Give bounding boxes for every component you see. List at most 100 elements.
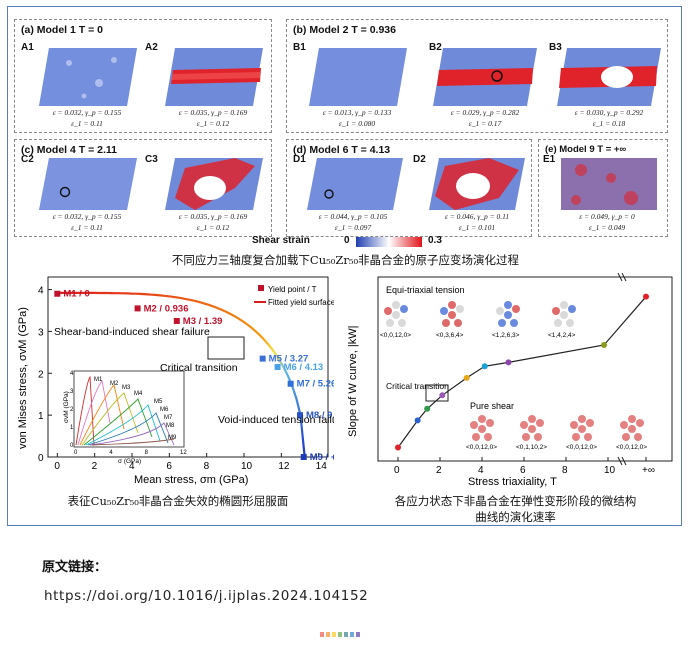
map-caption: ε_1 = 0.18 bbox=[592, 119, 626, 128]
atom-icon bbox=[486, 419, 494, 427]
decorative-dot bbox=[326, 632, 330, 637]
atom-icon bbox=[528, 425, 536, 433]
x-tick-label: 8 bbox=[204, 461, 210, 472]
atom-icon bbox=[392, 311, 400, 319]
data-point bbox=[439, 392, 446, 399]
colorbar-min: 0 bbox=[344, 235, 350, 246]
panel-e-title: (e) Model 9 T = +∞ bbox=[545, 144, 627, 155]
yield-point bbox=[134, 305, 141, 312]
data-point bbox=[395, 444, 401, 451]
annotation-critical: Critical transition bbox=[386, 381, 449, 391]
atom-icon bbox=[572, 433, 580, 441]
atom-icon bbox=[622, 433, 630, 441]
colorbar-max: 0.3 bbox=[428, 235, 442, 246]
x-tick-label: 4 bbox=[129, 461, 135, 472]
yield-point bbox=[259, 355, 266, 362]
decorative-dot bbox=[356, 632, 360, 637]
caption-right-2: 曲线的演化速率 bbox=[475, 510, 556, 524]
x-tick-label: 0 bbox=[54, 461, 60, 472]
map-label: E1 bbox=[543, 154, 556, 165]
x-tick-label: 0 bbox=[394, 465, 400, 476]
atom-icon bbox=[478, 415, 486, 423]
caption-left: 表征Cu₅₀Zr₅₀非晶合金失效的椭圆形屈服面 bbox=[67, 494, 289, 508]
x-tick-label: +∞ bbox=[642, 465, 655, 476]
strain-map-b1 bbox=[309, 48, 407, 106]
panel-c: (c) Model 4 T = 2.11 C2 ε = 0.032, γ_p =… bbox=[14, 139, 272, 237]
legend-yield-point: Yield point / T bbox=[268, 285, 317, 294]
atom-icon bbox=[392, 301, 400, 309]
atom-icon bbox=[636, 419, 644, 427]
inset-y-tick: 0 bbox=[70, 443, 74, 449]
data-point bbox=[424, 405, 431, 412]
yield-surface-chart: 0 2 4 6 8 10 12 14 0 1 2 3 4 M1 / 0 M2 / 0.936 M3 / 1.… bbox=[14, 273, 347, 489]
inset-label: M4 bbox=[134, 391, 143, 397]
map-caption: ε_1 = 0.17 bbox=[468, 119, 502, 128]
decorative-dot bbox=[332, 632, 336, 637]
map-caption: ε = 0.046, γ_p = 0.11 bbox=[444, 212, 510, 221]
atomic-cluster-icon bbox=[440, 301, 464, 327]
yield-point-label: M2 / 0.936 bbox=[144, 303, 189, 314]
yield-point-label: M7 / 5.26 bbox=[297, 379, 334, 390]
x-tick-label: 2 bbox=[436, 465, 442, 476]
x-tick-label: 14 bbox=[316, 461, 328, 472]
panel-b-title: (b) Model 2 T = 0.936 bbox=[293, 24, 396, 36]
map-caption: ε_1 = 0.11 bbox=[71, 223, 103, 232]
yield-point-label: M3 / 1.39 bbox=[183, 316, 223, 327]
colorbar-title: Shear strain bbox=[252, 235, 310, 246]
inset-y-tick: 3 bbox=[70, 389, 74, 395]
map-caption: ε = 0.013, γ_p = 0.133 bbox=[322, 108, 392, 117]
decorative-dot bbox=[350, 632, 354, 637]
atom-icon bbox=[534, 433, 542, 441]
atom-icon bbox=[566, 319, 574, 327]
yield-point bbox=[54, 290, 61, 297]
map-caption: ε_1 = 0.097 bbox=[334, 223, 372, 232]
slope-chart: 0 2 4 6 8 10 +∞ Equi-triaxial tension Critical… bbox=[342, 272, 678, 489]
panel-e: (e) Model 9 T = +∞ E1 ε = 0.049, γ_p = 0… bbox=[538, 139, 668, 237]
inset-y-tick: 2 bbox=[70, 407, 74, 413]
decorative-dot bbox=[344, 632, 348, 637]
y-tick-label: 0 bbox=[38, 453, 44, 464]
voronoi-index: <0,1,10,2> bbox=[516, 444, 547, 451]
atom-icon bbox=[442, 319, 450, 327]
caption-right-1: 各应力状态下非晶合金在弹性变形阶段的微结构 bbox=[394, 494, 637, 508]
voronoi-index: <1,2,6,3> bbox=[492, 332, 520, 339]
atom-icon bbox=[440, 307, 448, 315]
atomic-cluster-icon bbox=[384, 301, 408, 327]
yield-point bbox=[287, 380, 294, 387]
atom-icon bbox=[448, 311, 456, 319]
atomic-cluster-icon bbox=[496, 301, 520, 327]
reference-link[interactable]: https://doi.org/10.1016/j.ijplas.2024.10… bbox=[44, 588, 369, 604]
yield-point-label: M1 / 0 bbox=[63, 289, 89, 300]
panel-d-title: (d) Model 6 T = 4.13 bbox=[293, 144, 391, 156]
strain-map-b3 bbox=[557, 48, 661, 106]
atom-icon bbox=[448, 301, 456, 309]
atom-icon bbox=[560, 311, 568, 319]
atomic-cluster-icon bbox=[520, 415, 544, 441]
fitted-yield-surface bbox=[57, 291, 306, 458]
inset-label: M7 bbox=[164, 415, 173, 421]
atom-icon bbox=[570, 421, 578, 429]
map-caption: ε = 0.044, γ_p = 0.105 bbox=[318, 212, 388, 221]
map-label: B3 bbox=[549, 42, 562, 53]
data-point bbox=[643, 293, 649, 300]
map-label: B2 bbox=[429, 42, 442, 53]
decorative-dot bbox=[338, 632, 342, 637]
voronoi-index: <0,0,12,0> bbox=[616, 444, 647, 451]
voronoi-index: <0,3,6,4> bbox=[436, 332, 464, 339]
map-label: A1 bbox=[21, 42, 34, 53]
yield-point bbox=[297, 412, 303, 419]
y-axis-label: von Mises stress, σvM (GPa) bbox=[17, 307, 29, 449]
colorbar bbox=[356, 237, 422, 247]
yield-point bbox=[300, 454, 307, 460]
inset-xlabel: σ (GPa) bbox=[118, 458, 141, 465]
map-caption: ε_1 = 0.12 bbox=[196, 223, 230, 232]
yield-point-label: M8 / 9.81 bbox=[306, 410, 334, 421]
critical-transition-box bbox=[207, 336, 245, 360]
atom-icon bbox=[400, 305, 408, 313]
panel-d: (d) Model 6 T = 4.13 D1 ε = 0.044, γ_p =… bbox=[286, 139, 532, 237]
atom-icon bbox=[528, 415, 536, 423]
inset-label: M2 bbox=[110, 381, 119, 387]
data-point bbox=[481, 363, 488, 370]
y-tick-label: 4 bbox=[38, 286, 44, 297]
voronoi-index: <1,4,2,4> bbox=[548, 332, 576, 339]
